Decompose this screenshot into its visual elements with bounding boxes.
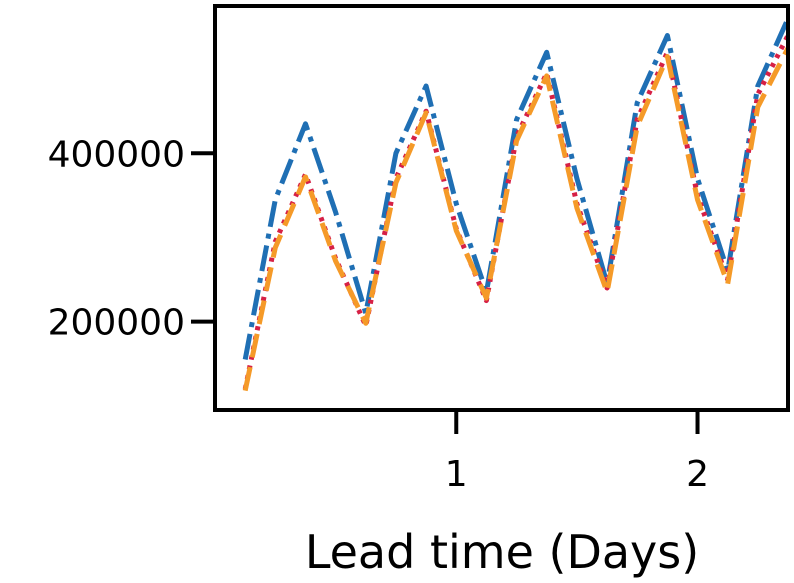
y-tick-label: 400000	[48, 134, 185, 175]
x-tick-label: 1	[445, 454, 468, 495]
series-line-1	[242, 17, 791, 360]
x-tick-label: 2	[686, 454, 709, 495]
plot-frame	[213, 4, 790, 412]
x-axis-title: Lead time (Days)	[305, 525, 699, 579]
y-axis-ticks: 200000 400000	[48, 134, 215, 344]
series-lines	[242, 17, 791, 392]
y-tick-label: 200000	[48, 303, 185, 344]
series-line-3	[242, 46, 791, 392]
